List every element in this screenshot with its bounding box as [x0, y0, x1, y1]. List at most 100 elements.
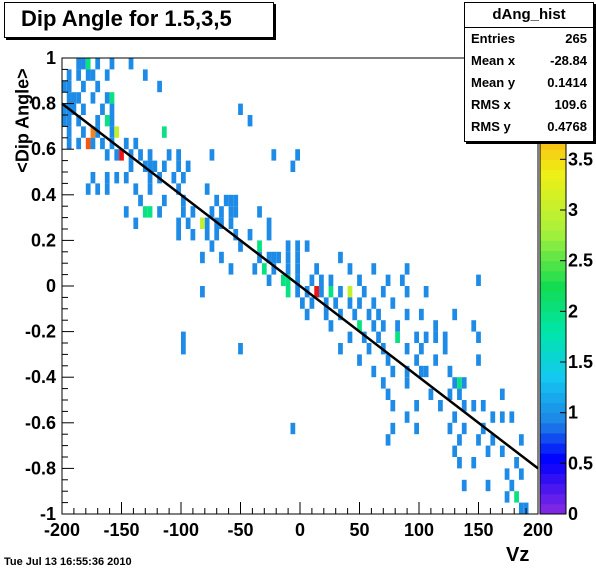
colorbar-segment [540, 280, 566, 292]
colorbar-segment [540, 179, 566, 191]
y-axis-label: <Dip Angle> [12, 68, 33, 173]
stats-value: 0.4768 [547, 119, 587, 134]
heatmap-cell [133, 217, 139, 229]
heatmap-cell [223, 194, 229, 207]
heatmap-cell [219, 251, 224, 264]
heatmap-cell [366, 343, 372, 355]
heatmap-cell [471, 400, 477, 412]
heatmap-cell [85, 183, 91, 195]
stats-row-entries: Entries 265 [471, 31, 587, 53]
y-tick-label: 1 [46, 48, 56, 68]
heatmap-cell [457, 388, 462, 400]
stats-label: Mean x [471, 53, 516, 68]
heatmap-cell [233, 206, 239, 218]
heatmap-cell [147, 172, 153, 184]
fit-line [61, 102, 539, 470]
heatmap-cell [295, 251, 300, 264]
x-tick-label: -50 [227, 520, 253, 540]
heatmap-cell [476, 354, 481, 366]
stats-value: 0.1414 [547, 75, 587, 90]
y-tick-label: -0.4 [25, 367, 56, 387]
heatmap-cell [357, 320, 362, 332]
heatmap-cell [295, 286, 300, 298]
y-tick-label: 0.2 [31, 230, 56, 250]
heatmap-cell [181, 206, 186, 218]
stats-value: 109.6 [554, 97, 587, 112]
heatmap-cell [433, 320, 439, 332]
heatmap-cell [352, 308, 358, 321]
heatmap-cell [147, 160, 153, 172]
heatmap-cell [147, 206, 153, 218]
heatmap-cell [295, 240, 300, 252]
y-tick-label: -0.6 [25, 413, 56, 433]
heatmap-cell [499, 388, 505, 400]
colorbar-segment [540, 220, 566, 231]
heatmap-cell [119, 149, 124, 161]
heatmap-cell [266, 217, 272, 229]
colorbar-segment [540, 139, 566, 150]
x-tick-label: -200 [44, 520, 80, 540]
stats-value: 265 [565, 31, 587, 46]
heatmap-cell [314, 263, 320, 275]
colorbar-segment [540, 362, 566, 373]
colorbar-segment [540, 159, 566, 170]
colorbar-tick-label: 3.5 [568, 149, 593, 169]
colorbar-segment [540, 270, 566, 282]
heatmap-cell [228, 206, 234, 218]
heatmap-cell [214, 194, 220, 207]
heatmap-cell [142, 69, 148, 81]
heatmap-cell [90, 172, 96, 184]
heatmap-cell [395, 331, 400, 343]
heatmap-cell [385, 274, 391, 286]
heatmap-cell [338, 251, 343, 264]
heatmap-cell [123, 206, 129, 218]
heatmap-cell [204, 183, 210, 195]
colorbar-segment [540, 392, 566, 404]
x-tick-label: -100 [163, 520, 199, 540]
heatmap-cell [452, 411, 458, 423]
stats-label: RMS x [471, 97, 511, 112]
colorbar-tick-label: 0.5 [568, 453, 593, 473]
stats-row-rms-x: RMS x 109.6 [471, 97, 587, 119]
heatmap-cell [238, 103, 243, 115]
heatmap-cell [480, 400, 486, 412]
heatmap-cell [285, 263, 291, 275]
heatmap-cell [499, 411, 505, 423]
heatmap-cell [266, 251, 272, 264]
heatmap-cell [104, 172, 110, 184]
heatmap-cell [104, 69, 110, 81]
heatmap-cell [228, 217, 234, 229]
heatmap-cell [433, 354, 439, 366]
heatmap-cell [280, 274, 286, 286]
heatmap-cell [433, 331, 439, 343]
colorbar-segment [540, 210, 566, 221]
heatmap-cell [423, 331, 429, 343]
heatmap-cell [261, 263, 267, 275]
heatmap-cell [404, 308, 410, 321]
colorbar-segment [540, 199, 566, 211]
heatmap-cell [390, 297, 396, 309]
heatmap-cell [181, 331, 186, 343]
heatmap-cell [328, 286, 334, 298]
y-tick-label: -0.8 [25, 458, 56, 478]
heatmap-cell [504, 468, 510, 480]
colorbar-segment [540, 250, 566, 262]
heatmap-cell [95, 80, 101, 93]
heatmap-cell [414, 354, 419, 366]
heatmap-cell [181, 172, 186, 184]
heatmap-cell [328, 320, 334, 332]
heatmap-cell [442, 331, 448, 343]
heatmap-cell [76, 137, 82, 150]
heatmap-cell [304, 240, 310, 252]
heatmap-cell [161, 194, 167, 207]
heatmap-cell [257, 240, 262, 252]
heatmap-cell [366, 308, 372, 321]
colorbar-segment [540, 422, 566, 434]
heatmap-cell [95, 183, 101, 195]
heatmap-cell [390, 400, 396, 412]
heatmap-cell [414, 422, 419, 435]
heatmap-cell [385, 354, 391, 366]
heatmap-cell [95, 115, 101, 127]
heatmap-cell [371, 263, 377, 275]
chart-title-box: Dip Angle for 1.5,3,5 [4, 2, 274, 38]
